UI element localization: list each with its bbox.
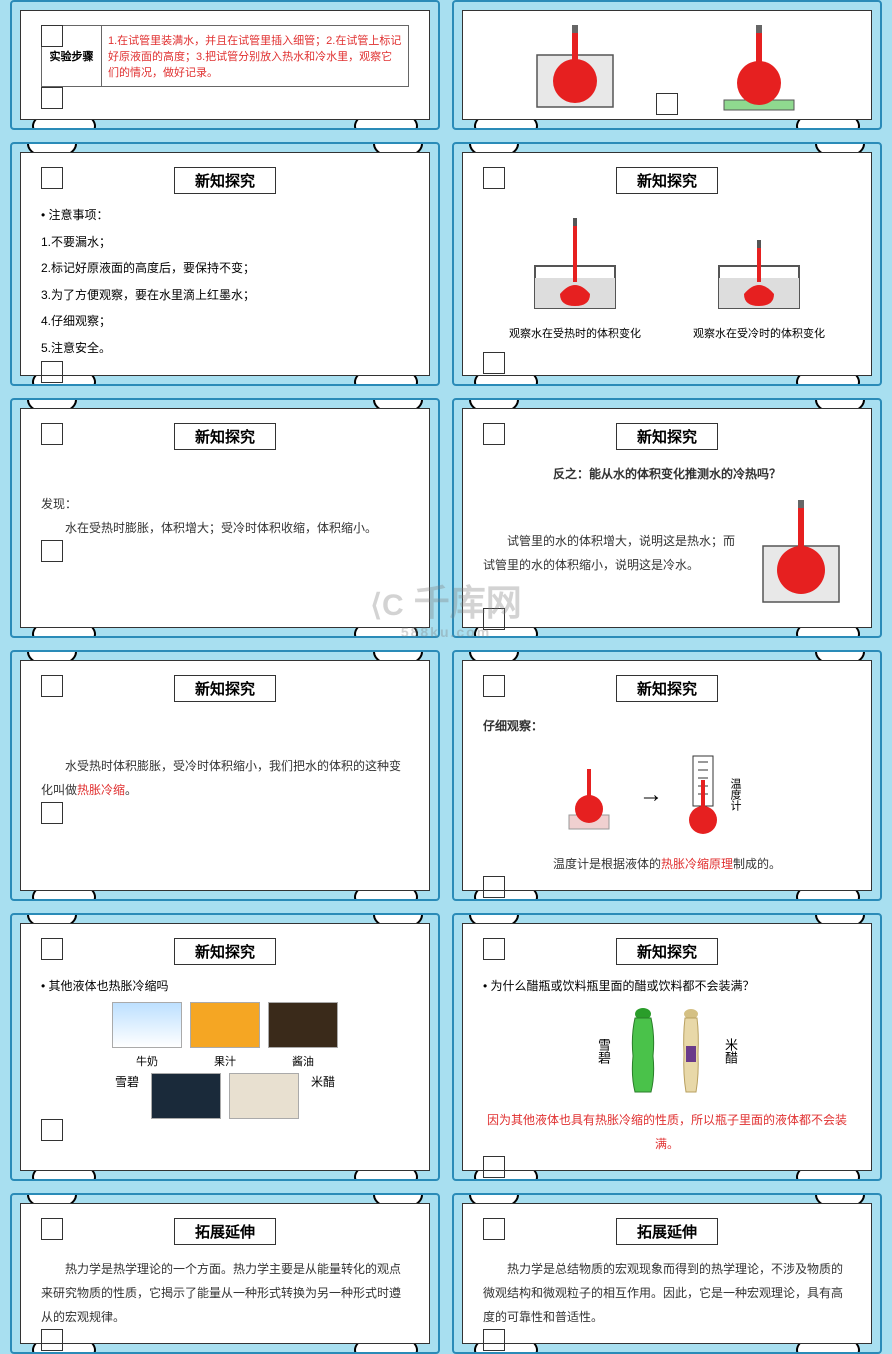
- vinegar-bottle-label: 米醋: [721, 1038, 740, 1064]
- flask-on-green-icon: [709, 25, 809, 115]
- content-box: 实验步骤 1.在试管里装满水，并且在试管里插入细管；2.在试管上标记好原液面的高…: [20, 10, 430, 120]
- experiment-steps-table: 实验步骤 1.在试管里装满水，并且在试管里插入细管；2.在试管上标记好原液面的高…: [41, 25, 409, 87]
- vinegar-label: 米醋: [307, 1073, 339, 1119]
- section-title: 新知探究: [41, 423, 409, 450]
- slide-row1-left: 新知探究 • 注意事项： 1.不要漏水； 2.标记好原液面的高度后，要保持不变；…: [10, 142, 440, 386]
- flask-cool-caption: 观察水在受冷时的体积变化: [693, 327, 825, 342]
- content-box: 新知探究 水受热时体积膨胀，受冷时体积缩小，我们把水的体积的这种变化叫做热胀冷缩…: [20, 660, 430, 891]
- observe-heading: 仔细观察：: [483, 714, 851, 738]
- slide-row4-right: 新知探究 • 为什么醋瓶或饮料瓶里面的醋或饮料都不会装满？ 雪碧 米醋 因为其他…: [452, 913, 882, 1181]
- sprite-img-icon: [151, 1073, 221, 1119]
- arrow-row: → 温度计: [483, 750, 851, 840]
- content-box: 新知探究 观察水在受热时的体积变化: [462, 152, 872, 376]
- content-box: 新知探究 仔细观察： →: [462, 660, 872, 891]
- flask-container: 观察水在受热时的体积变化 观察水在受冷时的体积变化: [483, 206, 851, 352]
- slide-row1-right: 新知探究 观察水在受热时的体积变化: [452, 142, 882, 386]
- flask-cooling-icon: [704, 216, 814, 316]
- expansion-text: 水受热时体积膨胀，受冷时体积缩小，我们把水的体积的这种变化叫做热胀冷缩。: [41, 754, 409, 802]
- flask-in-beaker-icon: [525, 25, 625, 115]
- vinegar-bottle-icon: [673, 1006, 709, 1096]
- content-box: [462, 10, 872, 120]
- slide-row2-left: 新知探究 发现： 水在受热时膨胀，体积增大；受冷时体积收缩，体积缩小。: [10, 398, 440, 638]
- section-title: 新知探究: [483, 675, 851, 702]
- section-title: 拓展延伸: [41, 1218, 409, 1245]
- bottle-row: 雪碧 米醋: [483, 1006, 851, 1096]
- liquid-grid: 牛奶 果汁 酱油: [41, 1002, 409, 1069]
- content-box: 新知探究 发现： 水在受热时膨胀，体积增大；受冷时体积收缩，体积缩小。: [20, 408, 430, 628]
- slide-row0-right: [452, 0, 882, 130]
- sprite-bottle-icon: [625, 1006, 661, 1096]
- vinegar-img-icon: [229, 1073, 299, 1119]
- section-title: 新知探究: [483, 167, 851, 194]
- notes-heading: • 注意事项：: [41, 206, 409, 223]
- section-title: 新知探究: [483, 423, 851, 450]
- thermodynamics-text: 热力学是热学理论的一个方面。热力学主要是从能量转化的观点来研究物质的性质，它揭示…: [41, 1257, 409, 1329]
- content-box: 新知探究 • 注意事项： 1.不要漏水； 2.标记好原液面的高度后，要保持不变；…: [20, 152, 430, 376]
- content-box: 新知探究 反之：能从水的体积变化推测水的冷热吗？ 试管里的水的体积增大，说明这是…: [462, 408, 872, 628]
- liquid-juice: 果汁: [190, 1002, 260, 1069]
- section-title: 新知探究: [41, 167, 409, 194]
- discovery-heading: 发现：: [41, 492, 409, 516]
- content-box: 拓展延伸 热力学是热学理论的一个方面。热力学主要是从能量转化的观点来研究物质的性…: [20, 1203, 430, 1344]
- table-content: 1.在试管里装满水，并且在试管里插入细管；2.在试管上标记好原液面的高度；3.把…: [102, 26, 409, 87]
- list-item: 2.标记好原液面的高度后，要保持不变；: [41, 255, 409, 281]
- slide-row5-right: 拓展延伸 热力学是总结物质的宏观现象而得到的热学理论，不涉及物质的微观结构和微观…: [452, 1193, 882, 1354]
- other-liquids-heading: • 其他液体也热胀冷缩吗: [41, 977, 409, 994]
- section-title: 新知探究: [41, 938, 409, 965]
- sprite-label: 雪碧: [111, 1073, 143, 1119]
- list-item: 4.仔细观察；: [41, 308, 409, 334]
- flask-heat-item: 观察水在受热时的体积变化: [509, 216, 641, 342]
- content-box: 新知探究 • 为什么醋瓶或饮料瓶里面的醋或饮料都不会装满？ 雪碧 米醋 因为其他…: [462, 923, 872, 1171]
- thermometer-icon: [683, 750, 723, 840]
- flask-cool-item: 观察水在受冷时的体积变化: [693, 216, 825, 342]
- flask-in-beaker-icon: [751, 498, 851, 608]
- slide-row5-left: 拓展延伸 热力学是热学理论的一个方面。热力学主要是从能量转化的观点来研究物质的性…: [10, 1193, 440, 1354]
- bottle-question: • 为什么醋瓶或饮料瓶里面的醋或饮料都不会装满？: [483, 977, 851, 994]
- slide-row3-right: 新知探究 仔细观察： →: [452, 650, 882, 901]
- content-box: 拓展延伸 热力学是总结物质的宏观现象而得到的热学理论，不涉及物质的微观结构和微观…: [462, 1203, 872, 1344]
- list-item: 5.注意安全。: [41, 335, 409, 361]
- section-title: 新知探究: [483, 938, 851, 965]
- bottle-conclusion: 因为其他液体也具有热胀冷缩的性质，所以瓶子里面的液体都不会装满。: [483, 1108, 851, 1156]
- content-box: 新知探究 • 其他液体也热胀冷缩吗 牛奶 果汁 酱油 雪碧 米醋: [20, 923, 430, 1171]
- slide-row4-left: 新知探究 • 其他液体也热胀冷缩吗 牛奶 果汁 酱油 雪碧 米醋: [10, 913, 440, 1181]
- section-title: 拓展延伸: [483, 1218, 851, 1245]
- liquid-grid-2: 雪碧 米醋: [41, 1073, 409, 1119]
- answer-text: 试管里的水的体积增大，说明这是热水；而试管里的水的体积缩小，说明这是冷水。: [483, 529, 741, 577]
- discovery-text: 水在受热时膨胀，体积增大；受冷时体积收缩，体积缩小。: [41, 516, 409, 540]
- flask-heating-icon: [520, 216, 630, 316]
- small-flask-icon: [559, 755, 619, 835]
- section-title: 新知探究: [41, 675, 409, 702]
- liquid-milk: 牛奶: [112, 1002, 182, 1069]
- thermometer-label: 温度计: [727, 778, 743, 811]
- slide-row3-left: 新知探究 水受热时体积膨胀，受冷时体积缩小，我们把水的体积的这种变化叫做热胀冷缩…: [10, 650, 440, 901]
- sprite-bottle-label: 雪碧: [594, 1038, 613, 1064]
- table-label: 实验步骤: [42, 26, 102, 87]
- arrow-icon: →: [639, 781, 663, 809]
- slide-row2-right: 新知探究 反之：能从水的体积变化推测水的冷热吗？ 试管里的水的体积增大，说明这是…: [452, 398, 882, 638]
- flask-heat-caption: 观察水在受热时的体积变化: [509, 327, 641, 342]
- question-text: 反之：能从水的体积变化推测水的冷热吗？: [483, 462, 851, 486]
- liquid-soy: 酱油: [268, 1002, 338, 1069]
- thermometer-conclusion: 温度计是根据液体的热胀冷缩原理制成的。: [483, 852, 851, 876]
- thermodynamics-text-2: 热力学是总结物质的宏观现象而得到的热学理论，不涉及物质的微观结构和微观粒子的相互…: [483, 1257, 851, 1329]
- list-item: 3.为了方便观察，要在水里滴上红墨水；: [41, 282, 409, 308]
- list-item: 1.不要漏水；: [41, 229, 409, 255]
- slide-row0-left: 实验步骤 1.在试管里装满水，并且在试管里插入细管；2.在试管上标记好原液面的高…: [10, 0, 440, 130]
